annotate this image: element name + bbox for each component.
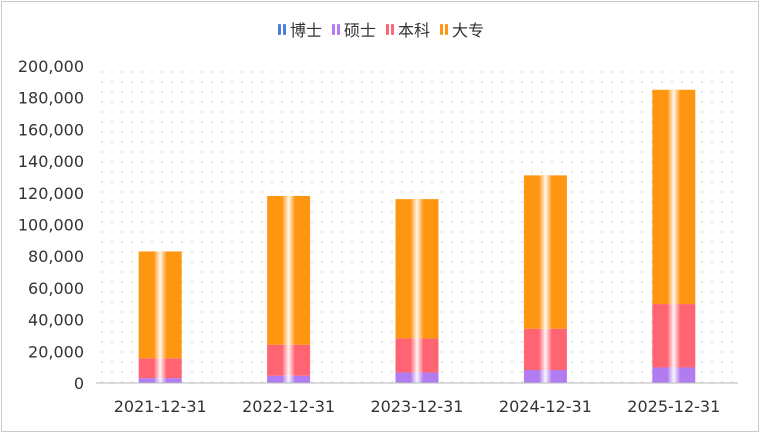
x-tick-label: 2024-12-31 [499,397,592,416]
y-tick-label: 180,000 [18,89,84,108]
y-tick-label: 200,000 [18,57,84,76]
legend-label-phd: 博士 [289,21,322,40]
legend-label-master: 硕士 [343,21,376,40]
legend-swatch-college [440,23,449,35]
x-tick-label: 2021-12-31 [114,397,207,416]
y-tick-label: 120,000 [18,184,84,203]
x-tick-label: 2025-12-31 [627,397,720,416]
x-tick-label: 2022-12-31 [242,397,335,416]
y-tick-label: 20,000 [28,342,84,361]
legend-swatch-master [331,23,340,35]
legend: 博士 硕士 本科 大专 [0,16,762,42]
bar-highlight [138,251,182,383]
bars [138,89,696,384]
y-axis: 0 20,000 40,000 60,000 80,000 100,000 120,000 1… [18,57,84,393]
legend-item-bachelor[interactable]: 本科 [386,17,430,41]
bar-highlight [523,175,567,383]
y-tick-label: 60,000 [28,279,84,298]
y-tick-label: 0 [74,374,84,393]
y-tick-label: 140,000 [18,152,84,171]
bar-highlight [267,195,311,383]
y-tick-label: 100,000 [18,216,84,235]
legend-swatch-bachelor [386,23,394,35]
bar-highlight [652,89,696,384]
legend-label-bachelor: 本科 [398,21,431,40]
legend-item-phd[interactable]: 博士 [277,17,322,41]
bar-highlight [395,199,439,383]
legend-item-college[interactable]: 大专 [440,17,484,41]
y-tick-label: 40,000 [28,311,84,330]
y-tick-label: 160,000 [18,120,84,139]
x-tick-label: 2023-12-31 [371,397,464,416]
x-axis: 2021-12-31 2022-12-31 2023-12-31 2024-12-31… [114,397,721,416]
legend-item-master[interactable]: 硕士 [331,17,376,41]
legend-swatch-phd [277,23,286,35]
legend-label-college: 大专 [452,21,485,40]
y-tick-label: 80,000 [28,247,84,266]
